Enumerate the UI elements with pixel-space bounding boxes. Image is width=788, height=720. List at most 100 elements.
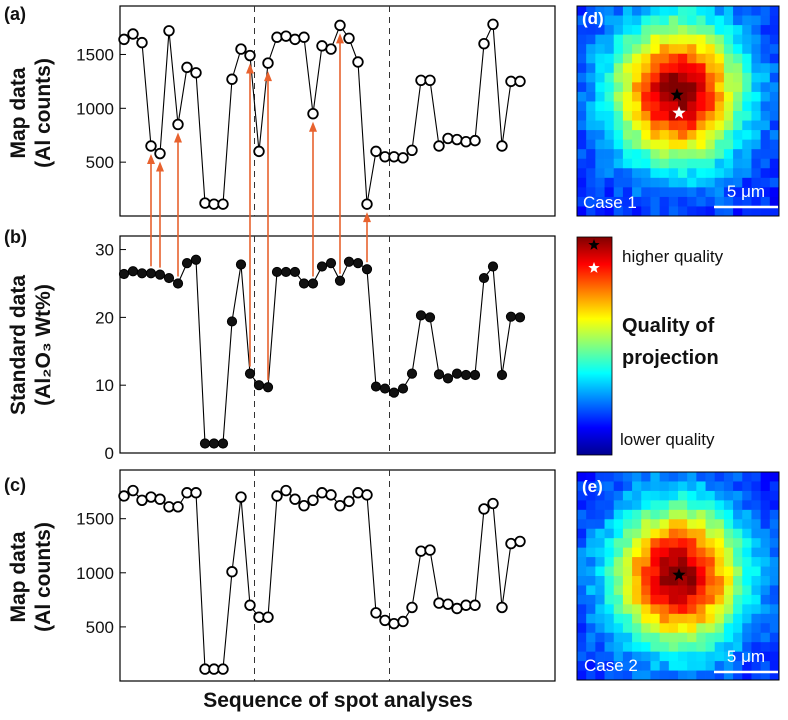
heatmap-cell	[705, 63, 716, 74]
heatmap-cell	[668, 72, 679, 83]
panel-c-point	[478, 503, 490, 515]
heatmap-cell	[733, 34, 743, 45]
heatmap-cell	[632, 623, 642, 634]
heatmap-cell	[751, 557, 762, 567]
heatmap-cell	[632, 44, 642, 55]
heatmap-cell	[733, 187, 743, 198]
heatmap-cell	[613, 642, 624, 653]
heatmap-cell	[595, 585, 605, 596]
heatmap-cell	[595, 34, 605, 45]
heatmap-cell	[723, 111, 734, 121]
heatmap-cell	[760, 623, 771, 634]
heatmap-cell	[769, 187, 780, 198]
heatmap-cell	[742, 111, 752, 121]
heatmap-cell	[668, 44, 679, 55]
heatmap-cell	[705, 642, 716, 653]
heatmap-cell	[723, 6, 734, 16]
panel-b-point	[145, 268, 157, 279]
heatmap-cell	[769, 101, 780, 112]
heatmap-cell	[742, 632, 752, 643]
heatmap-cell	[705, 111, 716, 121]
heatmap-cell	[604, 72, 615, 83]
heatmap-cell	[687, 538, 697, 549]
arrow-head	[147, 154, 155, 164]
panel-c-series-line	[123, 489, 521, 670]
heatmap-cell	[577, 101, 587, 112]
heatmap-cell	[705, 509, 716, 520]
heatmap-cell	[687, 594, 697, 605]
heatmap-cell	[769, 82, 780, 93]
heatmap-cell	[586, 120, 596, 131]
heatmap-cell	[586, 557, 596, 567]
heatmap-cell	[687, 566, 697, 577]
heatmap-cell	[705, 585, 716, 596]
heatmap-cell	[769, 623, 780, 634]
heatmap-cell	[577, 187, 587, 198]
heatmap-cell	[650, 623, 661, 634]
heatmap-cell	[659, 585, 670, 596]
heatmap-cell	[622, 538, 633, 549]
panel-a-ylabel-line2: (Al counts)	[32, 58, 55, 168]
heatmap-cell	[696, 206, 706, 217]
heatmap-cell	[760, 481, 771, 492]
panel-b-point	[370, 381, 382, 392]
heatmap-cell	[632, 111, 642, 121]
heatmap-cell	[687, 642, 697, 653]
heatmap-cell	[650, 566, 661, 577]
heatmap-cell	[595, 101, 605, 112]
heatmap-cell	[769, 111, 780, 121]
panel-a-point	[334, 19, 346, 32]
heatmap-cell	[668, 63, 679, 74]
arrows	[147, 33, 371, 381]
panel-b-point	[505, 311, 517, 322]
heatmap-cell	[622, 82, 633, 93]
heatmap-cell	[650, 613, 661, 624]
heatmap-cell	[659, 72, 670, 83]
heatmap-cell	[769, 576, 780, 586]
heatmap-cell	[733, 15, 743, 26]
panel-c-point	[424, 544, 436, 556]
heatmap-cell	[595, 670, 605, 681]
heatmap-cell	[687, 6, 697, 16]
heatmap-cell	[733, 557, 743, 567]
heatmap-cell	[678, 519, 688, 530]
heatmap-cell	[641, 91, 651, 102]
heatmap-cell	[595, 15, 605, 26]
heatmap-cell	[650, 44, 661, 55]
heatmap-cell	[751, 120, 762, 131]
heatmap-cell	[650, 196, 661, 207]
heatmap-cell	[613, 177, 624, 188]
heatmap-cell	[622, 670, 633, 681]
heatmap-cell	[742, 82, 752, 93]
heatmap-cell	[586, 642, 596, 653]
heatmap-cell	[641, 72, 651, 83]
panel-b-ytick-label: 0	[105, 444, 114, 463]
heatmap-cell	[705, 82, 716, 93]
heatmap-cell	[659, 670, 670, 681]
heatmap-cell	[714, 509, 725, 520]
heatmap-cell	[604, 196, 615, 207]
heatmap-cell	[678, 72, 688, 83]
heatmap-cell	[687, 670, 697, 681]
heatmap-cell	[650, 25, 661, 36]
heatmap-cell	[751, 206, 762, 217]
heatmap-cell	[714, 91, 725, 102]
heatmap-cell	[577, 177, 587, 188]
heatmap-cell	[604, 82, 615, 93]
heatmap-cell	[705, 196, 716, 207]
heatmap-cell	[723, 500, 734, 511]
panel-a-point	[262, 57, 274, 69]
heatmap-cell	[577, 490, 587, 501]
heatmap-cell	[696, 642, 706, 653]
heatmap-cell	[577, 481, 587, 492]
heatmap-cell	[577, 25, 587, 36]
heatmap-cell	[622, 490, 633, 501]
heatmap-cell	[613, 519, 624, 530]
heatmap-cell	[769, 651, 780, 662]
heatmap-cell	[613, 500, 624, 511]
heatmap-cell	[613, 547, 624, 558]
heatmap-cell	[769, 149, 780, 160]
heatmap-cell	[678, 82, 688, 93]
panel-c-ytick-label: 1000	[76, 564, 114, 583]
heatmap-cell	[604, 642, 615, 653]
